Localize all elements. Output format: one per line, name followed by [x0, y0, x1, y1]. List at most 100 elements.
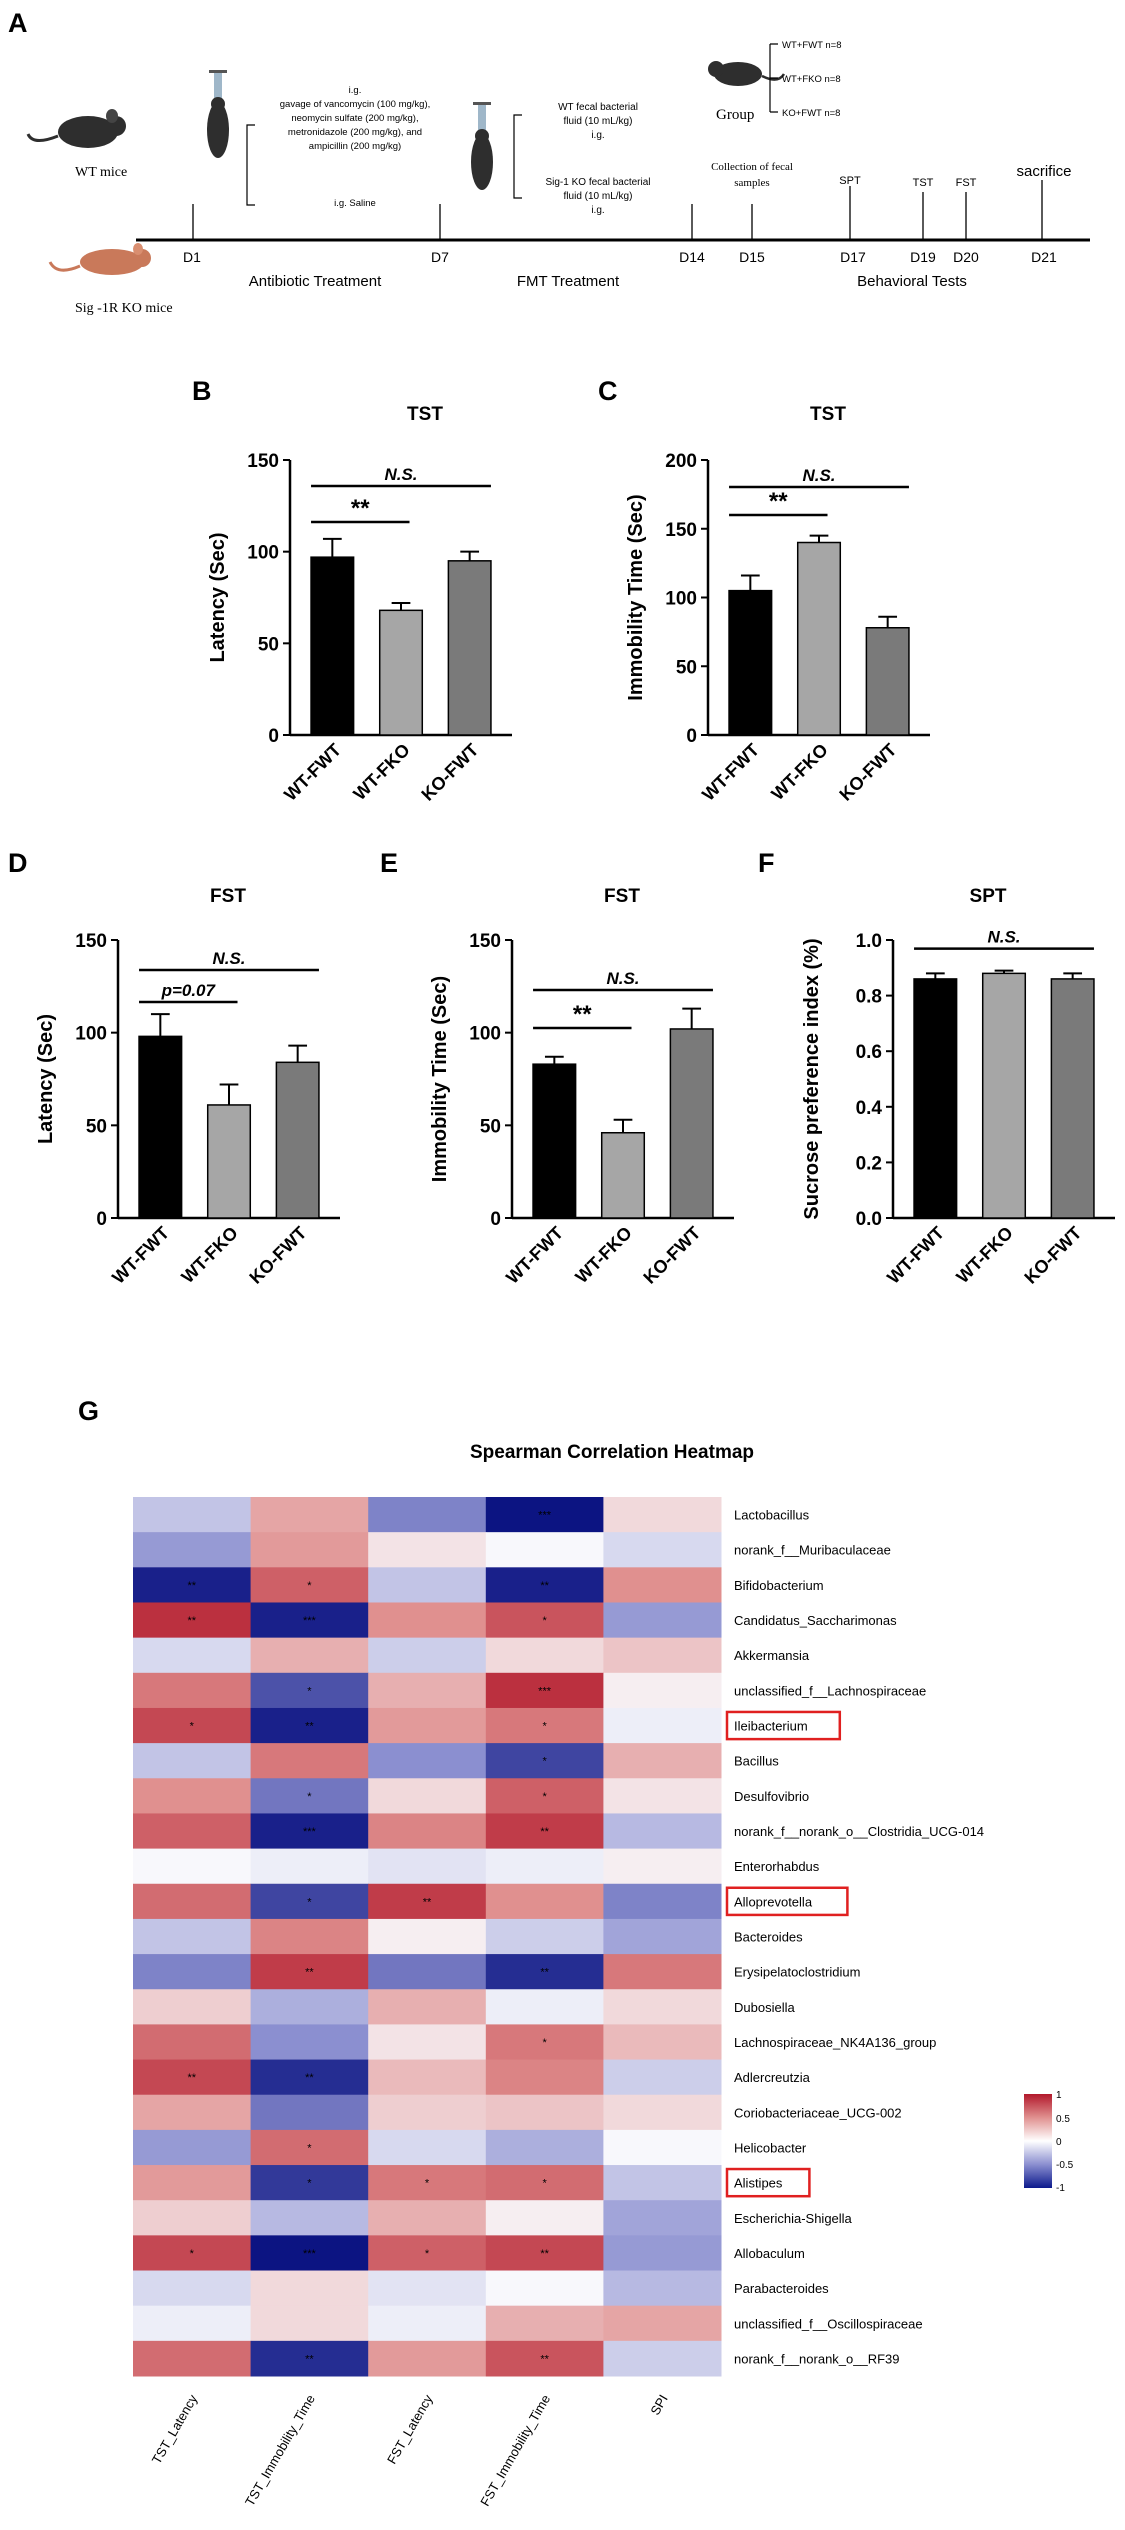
- heatmap-row: ** ** Adlercreutzia: [133, 2059, 811, 2096]
- heatmap-cell: [603, 1954, 722, 1990]
- heatmap-cell: [368, 1567, 487, 1603]
- significance-label: **: [769, 488, 788, 515]
- highlight-box: [725, 1886, 849, 1917]
- heatmap-cell: [133, 1989, 252, 2025]
- heatmap-cell: [250, 1848, 369, 1885]
- fmt-wt-line: WT fecal bacterial: [558, 102, 638, 113]
- panel-e-letter: E: [380, 848, 398, 878]
- significance-label: N.S.: [802, 466, 835, 485]
- heatmap-cell: [485, 1567, 604, 1603]
- row-label: Bifidobacterium: [734, 1578, 824, 1593]
- ko-mice-label: Sig -1R KO mice: [75, 301, 173, 316]
- heatmap-cell: [250, 1883, 369, 1920]
- heatmap-cell: [485, 1497, 604, 1533]
- heatmap-row: * ** Alloprevotella: [133, 1883, 849, 1920]
- heatmap-cell: [603, 2059, 722, 2096]
- heatmap-cell: [250, 1602, 369, 1639]
- significance-mark: *: [307, 2178, 312, 2190]
- abx-line: ampicillin (200 mg/kg): [309, 141, 401, 152]
- group-item: WT+FKO n=8: [782, 74, 841, 85]
- y-tick-label: 0: [268, 726, 279, 747]
- heatmap-cell: [368, 2200, 487, 2236]
- heatmap-title: Spearman Correlation Heatmap: [470, 1442, 754, 1463]
- heatmap-cell: [603, 1883, 722, 1920]
- day-label: D17: [840, 249, 866, 265]
- heatmap-cell: [133, 2305, 252, 2342]
- collection-line: Collection of fecal: [711, 161, 793, 173]
- heatmap-cell: [368, 1743, 487, 1779]
- significance-mark: *: [307, 2142, 312, 2154]
- heatmap-cell: [603, 1602, 722, 1639]
- row-label: Alloprevotella: [734, 1894, 813, 1909]
- heatmap-cell: [133, 1778, 252, 1814]
- heatmap-cell: [133, 2024, 252, 2061]
- significance-mark: **: [188, 1615, 197, 1627]
- bar: [378, 609, 424, 736]
- legend-ticks: 1 0.5 0 -0.5 -1: [1056, 2090, 1074, 2194]
- heatmap-cell: [368, 1918, 487, 1955]
- heatmap-row: ** * ** Bifidobacterium: [133, 1567, 824, 1603]
- y-tick-label: 0.4: [856, 1098, 883, 1119]
- heatmap-cell: [485, 1954, 604, 1990]
- event-label: SPT: [839, 175, 861, 187]
- legend-tick: -0.5: [1056, 2160, 1074, 2171]
- fmt-details: WT fecal bacterial fluid (10 mL/kg) i.g.…: [545, 102, 650, 216]
- heatmap-row: Akkermansia: [133, 1637, 810, 1674]
- y-tick-label: 1.0: [856, 931, 882, 952]
- fmt-wt-line: fluid (10 mL/kg): [564, 116, 633, 127]
- row-label: norank_f__norank_o__RF39: [734, 2351, 900, 2366]
- row-label: Allobaculum: [734, 2246, 805, 2261]
- bar: [600, 1131, 646, 1219]
- heatmap-cell: [603, 2094, 722, 2131]
- x-tick-label: WT-FKO: [349, 740, 413, 804]
- panel-a-letter: A: [8, 8, 28, 38]
- row-label: Bacteroides: [734, 1930, 803, 1945]
- heatmap-cell: [250, 2165, 369, 2201]
- event-label: TST: [913, 177, 934, 189]
- gavage-mouse-icon-2: [471, 102, 493, 190]
- row-label: Erysipelatoclostridium: [734, 1965, 860, 1980]
- heatmap-cell: [603, 1848, 722, 1885]
- bar: [796, 541, 842, 736]
- heatmap-cell: [603, 1743, 722, 1779]
- heatmap-cell: [485, 2094, 604, 2131]
- heatmap-cell: [368, 1848, 487, 1885]
- significance-mark: **: [540, 1580, 549, 1592]
- row-label: Bacillus: [734, 1754, 779, 1769]
- fmt-ko-line: Sig-1 KO fecal bacterial: [545, 177, 650, 188]
- heatmap-cell: [133, 2200, 252, 2236]
- heatmap-row: * Lachnospiraceae_NK4A136_group: [133, 2024, 936, 2061]
- heatmap-cell: [485, 1883, 604, 1920]
- heatmap-cell: [368, 2270, 487, 2307]
- heatmap-row: Coriobacteriaceae_UCG-002: [133, 2094, 902, 2131]
- significance-mark: ***: [538, 1510, 552, 1522]
- significance-mark: ***: [303, 1615, 317, 1627]
- heatmap-cell: [250, 2059, 369, 2096]
- heatmap-cell: [485, 2200, 604, 2236]
- saline-label: i.g. Saline: [334, 198, 376, 209]
- heatmap-cell: [485, 1637, 604, 1674]
- chart-title: TST: [407, 404, 443, 425]
- heatmap-cell: [603, 1672, 722, 1709]
- abx-line: metronidazole (200 mg/kg), and: [288, 127, 422, 138]
- wt-mouse-icon: [26, 109, 126, 148]
- row-label: Akkermansia: [734, 1648, 810, 1663]
- legend-tick: -1: [1056, 2183, 1065, 2194]
- heatmap-cell: [250, 1567, 369, 1603]
- heatmap-cell: [368, 2094, 487, 2131]
- heatmap-cell: [485, 2340, 604, 2377]
- significance-mark: *: [307, 1896, 312, 1908]
- heatmap-row: Bacteroides: [133, 1918, 803, 1955]
- heatmap-cell: [368, 1637, 487, 1674]
- y-tick-label: 0: [686, 726, 697, 747]
- significance-mark: *: [542, 1721, 547, 1733]
- significance-mark: *: [190, 1721, 195, 1733]
- phase-label: FMT Treatment: [517, 273, 620, 290]
- row-label: Lactobacillus: [734, 1508, 810, 1523]
- heatmap-cell: [603, 2270, 722, 2307]
- heatmap-cell: [133, 1848, 252, 1885]
- legend-tick: 1: [1056, 2090, 1062, 2101]
- heatmap-cell: [250, 2094, 369, 2131]
- significance-mark: *: [190, 2248, 195, 2260]
- gavage-mouse-icon-1: [207, 70, 229, 158]
